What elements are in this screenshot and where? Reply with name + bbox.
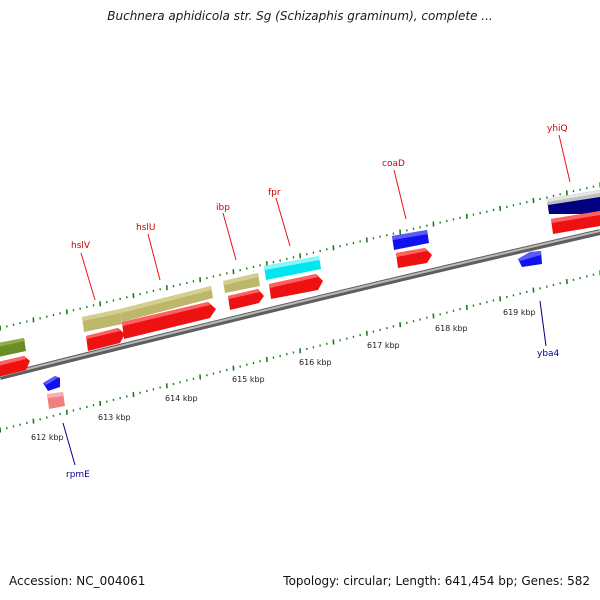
feature-fpr-arrow[interactable] [269, 274, 323, 299]
scale-label: 616 kbp [299, 358, 332, 367]
gene-label-fpr[interactable]: fpr [268, 188, 281, 198]
scale-label: 615 kbp [232, 375, 265, 384]
gene-label-hslV[interactable]: hslV [71, 241, 91, 251]
feature-rpmE-pink-box[interactable] [47, 392, 65, 409]
genome-summary-label: Topology: circular; Length: 641,454 bp; … [283, 574, 590, 588]
feature-ibp-box[interactable] [223, 273, 260, 293]
gene-label-yba4[interactable]: yba4 [537, 349, 560, 359]
feature-coaD-box[interactable] [392, 230, 429, 250]
scale-label: 617 kbp [367, 341, 400, 350]
feature-fpr-box[interactable] [264, 256, 321, 280]
accession-label: Accession: NC_004061 [9, 574, 146, 588]
gene-label-ibp[interactable]: ibp [216, 203, 230, 213]
feature-hslU-arrow[interactable] [122, 302, 216, 339]
feature-olive[interactable] [0, 338, 26, 357]
feature-yhiQ-arrow[interactable] [551, 211, 600, 234]
genome-backbone-highlight [0, 230, 600, 377]
gene-label-yhiQ[interactable]: yhiQ [547, 124, 568, 134]
feature-coaD-arrow[interactable] [396, 248, 432, 268]
upper-tick-row [0, 182, 600, 331]
feature-rpmE-blue-arrow[interactable] [43, 376, 60, 391]
feature-yba4-arrow[interactable] [518, 251, 542, 267]
scale-label: 612 kbp [31, 433, 64, 442]
scale-label: 613 kbp [98, 413, 131, 422]
feature-hslU-box[interactable] [120, 286, 213, 322]
scale-label: 619 kbp [503, 308, 536, 317]
feature-yhiQ-box[interactable] [547, 190, 600, 214]
lower-tick-row [0, 270, 600, 433]
gene-label-coaD[interactable]: coaD [382, 159, 405, 169]
gene-label-hslU[interactable]: hslU [136, 223, 155, 233]
feature-hslV-arrow[interactable] [86, 328, 125, 351]
leader-lines [62, 134, 571, 466]
feature-red-arrow-0[interactable] [0, 356, 30, 377]
map-title: Buchnera aphidicola str. Sg (Schizaphis … [107, 9, 493, 23]
feature-hslV-box[interactable] [82, 309, 122, 332]
scale-label: 614 kbp [165, 394, 198, 403]
gene-label-rpmE[interactable]: rpmE [66, 470, 90, 480]
scale-label: 618 kbp [435, 324, 468, 333]
feature-ibp-arrow[interactable] [228, 289, 264, 310]
